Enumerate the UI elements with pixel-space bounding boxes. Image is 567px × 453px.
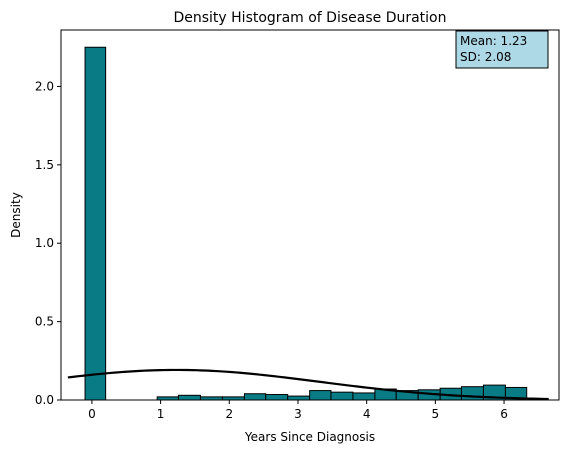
y-axis-ticks: 0.0 0.5 1.0 1.5 2.0 (35, 79, 61, 407)
histogram-bar (243, 393, 267, 401)
histogram-bar (84, 46, 107, 401)
x-axis-ticks: 0 1 2 3 4 5 6 (88, 400, 508, 421)
x-tick-label: 5 (432, 407, 440, 421)
stats-box (455, 30, 549, 69)
x-tick-label: 4 (363, 407, 371, 421)
y-tick-label: 1.0 (35, 236, 54, 250)
x-tick-label: 6 (500, 407, 508, 421)
y-tick-label: 1.5 (35, 158, 54, 172)
histogram-bars (84, 46, 528, 401)
mean-label: Mean: 1.23 (460, 34, 527, 48)
x-axis-label: Years Since Diagnosis (244, 430, 375, 444)
histogram-bar (309, 390, 332, 401)
y-tick-label: 0.5 (35, 315, 54, 329)
normal-curve-line (67, 368, 549, 401)
y-tick-label: 0.0 (35, 393, 54, 407)
histogram-bar (352, 392, 376, 401)
x-tick-label: 3 (294, 407, 302, 421)
x-tick-label: 2 (225, 407, 233, 421)
stats-annotation: Mean: 1.23 SD: 2.08 (455, 30, 549, 69)
plot-frame (60, 29, 560, 401)
histogram-bar (287, 395, 311, 401)
y-axis-label: Density (9, 192, 23, 238)
histogram-bar (265, 394, 289, 401)
histogram-bar (330, 391, 354, 401)
sd-label: SD: 2.08 (460, 50, 511, 64)
histogram-bar (460, 386, 484, 401)
y-tick-label: 2.0 (35, 79, 54, 93)
histogram-bar (177, 394, 201, 401)
chart-title: Density Histogram of Disease Duration (173, 10, 446, 26)
x-tick-label: 0 (88, 407, 96, 421)
x-tick-label: 1 (157, 407, 165, 421)
